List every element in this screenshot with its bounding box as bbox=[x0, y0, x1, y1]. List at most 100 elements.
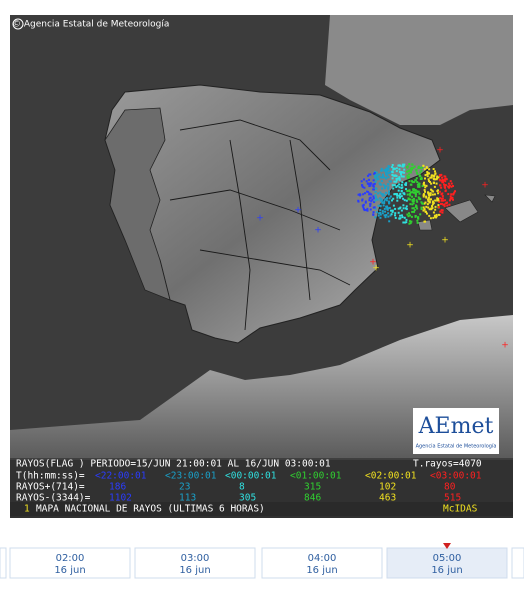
strike bbox=[440, 202, 443, 205]
timeline-tile[interactable] bbox=[134, 547, 256, 579]
strike bbox=[357, 200, 360, 203]
strike bbox=[396, 196, 399, 199]
strike bbox=[441, 197, 444, 200]
strike bbox=[381, 194, 384, 197]
strike bbox=[367, 174, 370, 177]
timeline-tile[interactable] bbox=[261, 547, 383, 579]
strike bbox=[384, 191, 387, 194]
strike bbox=[372, 179, 375, 182]
strike bbox=[441, 195, 444, 198]
strike bbox=[405, 221, 408, 224]
strike bbox=[387, 171, 390, 174]
strike bbox=[414, 205, 417, 208]
strike bbox=[400, 195, 403, 198]
strike bbox=[391, 171, 394, 174]
strike bbox=[423, 202, 426, 205]
strike bbox=[418, 185, 421, 188]
strike bbox=[401, 216, 404, 219]
footer-number: 1 bbox=[24, 504, 30, 515]
strike bbox=[374, 187, 377, 190]
strike bbox=[393, 180, 396, 183]
strike bbox=[402, 197, 405, 200]
strike bbox=[411, 195, 414, 198]
strike bbox=[379, 213, 382, 216]
timeline-date: 16 jun bbox=[431, 565, 462, 576]
strike bbox=[437, 176, 440, 179]
strike bbox=[406, 165, 409, 168]
strike bbox=[383, 185, 386, 188]
strike bbox=[366, 207, 369, 210]
strike bbox=[383, 187, 386, 190]
strike bbox=[387, 183, 390, 186]
strike bbox=[406, 170, 409, 173]
strike bbox=[378, 212, 381, 215]
strike bbox=[399, 214, 402, 217]
strike bbox=[401, 163, 404, 166]
strike bbox=[382, 193, 385, 196]
strike bbox=[409, 170, 412, 173]
strike bbox=[407, 176, 410, 179]
strike bbox=[370, 193, 373, 196]
strike bbox=[432, 175, 435, 178]
strike bbox=[401, 171, 404, 174]
strike bbox=[444, 180, 447, 183]
strike bbox=[390, 199, 393, 202]
strike bbox=[452, 193, 455, 196]
strike bbox=[454, 190, 457, 193]
strike bbox=[395, 186, 398, 189]
strike bbox=[448, 184, 451, 187]
strike bbox=[362, 193, 365, 196]
strike bbox=[369, 173, 372, 176]
strike bbox=[409, 191, 412, 194]
strike bbox=[392, 204, 395, 207]
timeline-date: 16 jun bbox=[306, 565, 337, 576]
strike-plus: + bbox=[294, 206, 302, 216]
strike bbox=[407, 170, 410, 173]
strike bbox=[432, 216, 435, 219]
legend-cell: 113 bbox=[179, 493, 196, 504]
strike bbox=[383, 214, 386, 217]
strike bbox=[375, 195, 378, 198]
timeline-tile[interactable] bbox=[386, 547, 508, 579]
strike bbox=[408, 193, 411, 196]
strike bbox=[415, 171, 418, 174]
strike bbox=[394, 174, 397, 177]
france bbox=[325, 15, 513, 125]
strike bbox=[384, 177, 387, 180]
strike bbox=[370, 200, 373, 203]
strike bbox=[443, 203, 446, 206]
strike bbox=[376, 174, 379, 177]
strike bbox=[381, 169, 384, 172]
strike bbox=[423, 177, 426, 180]
strike bbox=[387, 190, 390, 193]
strike bbox=[437, 213, 440, 216]
timeline-tile[interactable] bbox=[9, 547, 131, 579]
strike bbox=[406, 174, 409, 177]
strike bbox=[379, 205, 382, 208]
strike bbox=[379, 183, 382, 186]
strike bbox=[367, 182, 370, 185]
strike-plus: + bbox=[436, 146, 444, 156]
strike bbox=[374, 170, 377, 173]
strike bbox=[388, 206, 391, 209]
strike bbox=[444, 199, 447, 202]
strike bbox=[412, 202, 415, 205]
strike bbox=[426, 198, 429, 201]
strike bbox=[375, 178, 378, 181]
strike bbox=[424, 174, 427, 177]
strike bbox=[378, 173, 381, 176]
strike bbox=[433, 185, 436, 188]
strike bbox=[367, 190, 370, 193]
strike bbox=[418, 183, 421, 186]
strike-plus: + bbox=[369, 258, 377, 268]
strike bbox=[374, 216, 377, 219]
strike bbox=[432, 168, 435, 171]
strike bbox=[435, 178, 438, 181]
strike bbox=[443, 178, 446, 181]
strike bbox=[392, 174, 395, 177]
strike bbox=[442, 203, 445, 206]
timeline-date: 16 jun bbox=[54, 565, 85, 576]
strike bbox=[406, 193, 409, 196]
strike bbox=[430, 182, 433, 185]
legend-cell: <23:00:01 bbox=[165, 471, 217, 482]
